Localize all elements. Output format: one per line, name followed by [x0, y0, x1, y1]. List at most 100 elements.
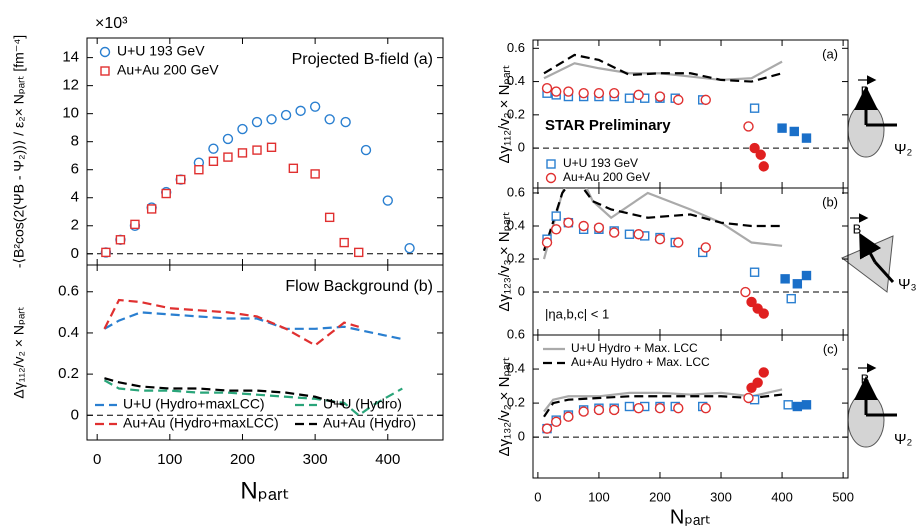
y-tick-label: 0 — [518, 283, 525, 298]
marker-circle — [743, 121, 754, 132]
marker-circle — [673, 237, 684, 248]
legend-label: U+U Hydro + Max. LCC — [571, 341, 698, 355]
marker-circle — [758, 161, 769, 172]
y-tick-label: 0.6 — [58, 283, 79, 300]
y-tick-label: 6 — [71, 161, 79, 178]
marker-circle — [755, 149, 766, 160]
y-tick-label: 0.4 — [507, 217, 525, 232]
marker-square — [324, 212, 335, 223]
marker-square — [161, 188, 171, 199]
marker-square — [801, 270, 812, 281]
marker-square — [130, 219, 140, 230]
marker-circle — [654, 234, 666, 245]
marker-circle — [654, 91, 666, 102]
marker-square — [749, 267, 760, 277]
y-tick-label: 12 — [62, 77, 79, 94]
legend-label: Au+Au Hydro + Max. LCC — [571, 355, 710, 369]
legend-marker — [546, 159, 556, 169]
marker-circle — [608, 88, 620, 99]
series-line — [543, 53, 783, 83]
marker-square — [624, 229, 635, 239]
icon-psi2-top: B Ψ₂ — [847, 75, 913, 158]
marker-circle — [280, 109, 292, 121]
x-tick-label: 300 — [710, 489, 732, 504]
marker-circle — [673, 94, 684, 106]
x-tick-label: 500 — [832, 489, 854, 504]
legend-label: U+U 193 GeV — [117, 43, 205, 59]
series-line — [103, 311, 403, 341]
marker-square — [551, 211, 561, 221]
series-line — [103, 379, 403, 417]
y-tick-label: 0.2 — [507, 250, 525, 265]
marker-circle — [404, 242, 415, 254]
legend-label: Au+Au (Hydro) — [323, 415, 416, 431]
x-tick-label: 0 — [534, 489, 541, 504]
marker-square — [624, 93, 635, 103]
marker-square — [749, 103, 760, 113]
axis-multiplier: ×10³ — [95, 15, 128, 32]
x-tick-label: 100 — [157, 451, 182, 468]
y-tick-label: 14 — [62, 49, 79, 66]
marker-circle — [251, 116, 263, 128]
plot-area — [541, 53, 812, 172]
marker-circle — [550, 86, 562, 97]
y-tick-label: 0.2 — [507, 395, 525, 410]
marker-square — [624, 401, 635, 412]
marker-circle — [578, 88, 589, 99]
icon-arrow — [873, 260, 895, 284]
marker-square — [792, 401, 803, 412]
marker-square — [146, 204, 157, 214]
y-axis-label: Δγ₁₃₂/v₂ × Nₚₐᵣₜ — [496, 357, 513, 457]
marker-square — [288, 163, 299, 174]
y-tick-label: 0 — [71, 406, 79, 423]
marker-circle — [758, 308, 769, 319]
y-tick-label: 0.2 — [58, 365, 79, 382]
marker-circle — [758, 367, 769, 378]
x-tick-label: 0 — [93, 451, 101, 468]
icon-label: B — [861, 371, 870, 386]
legend-marker — [99, 46, 111, 58]
marker-circle — [550, 224, 562, 235]
y-tick-label: 0 — [71, 245, 79, 262]
plot-area — [541, 367, 812, 434]
marker-square — [176, 174, 186, 185]
marker-circle — [700, 403, 711, 414]
marker-circle — [700, 94, 711, 106]
legend-label: Au+Au (Hydro+maxLCC) — [123, 415, 279, 431]
marker-circle — [746, 296, 757, 308]
x-tick-label: 200 — [649, 489, 671, 504]
marker-circle — [752, 377, 763, 388]
icon-arrow — [859, 232, 882, 263]
marker-circle — [593, 404, 605, 416]
legend-marker — [100, 66, 110, 76]
legend-marker — [545, 172, 557, 184]
icon-psi2-bottom: B Ψ₂ — [847, 363, 913, 448]
marker-circle — [222, 133, 234, 145]
y-axis-label: Δγ₁₁₂/v₂ × Nₚₐᵣₜ — [496, 65, 513, 164]
y-axis-label: Δγ₁₁₂/v₂ × Nₚₐᵣₜ — [11, 306, 27, 398]
x-axis-label: Nₚₐᵣₜ — [240, 477, 289, 504]
annotation: STAR Preliminary — [545, 117, 671, 134]
marker-square — [252, 145, 262, 155]
plot-area — [541, 188, 812, 319]
marker-square — [223, 152, 233, 162]
marker-circle — [593, 88, 605, 99]
plot-frame — [532, 334, 849, 479]
x-axis-label: Nₚₐᵣₜ — [670, 506, 711, 528]
marker-circle — [541, 83, 553, 94]
y-tick-label: 2 — [71, 217, 79, 234]
marker-circle — [578, 220, 589, 232]
marker-square — [801, 400, 812, 410]
marker-circle — [208, 143, 219, 154]
y-tick-label: 0.6 — [507, 184, 525, 199]
marker-circle — [578, 406, 589, 417]
series-line — [542, 188, 783, 260]
marker-circle — [237, 123, 248, 135]
plot-area — [103, 298, 403, 417]
marker-circle — [593, 222, 605, 233]
marker-circle — [633, 403, 644, 414]
panel-title: (c) — [823, 341, 838, 356]
marker-circle — [633, 89, 644, 101]
y-tick-label: 0.4 — [507, 360, 525, 375]
marker-square — [789, 126, 799, 137]
